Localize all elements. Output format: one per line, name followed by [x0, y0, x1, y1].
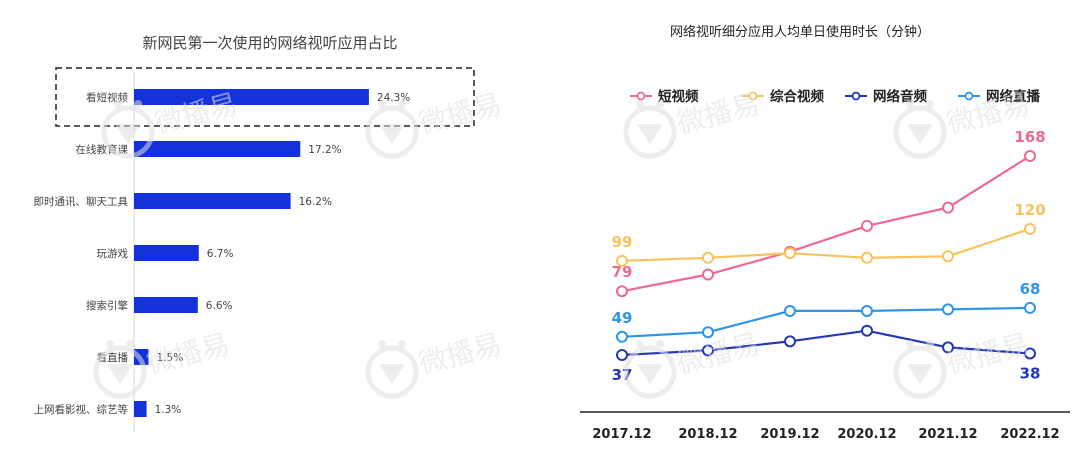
data-point — [1024, 222, 1036, 235]
data-point — [1024, 347, 1036, 360]
bar-category-label: 搜索引擎 — [86, 299, 128, 312]
bar-value-label: 1.3% — [155, 404, 182, 416]
bar-category-label: 在线教育课 — [76, 143, 129, 156]
bar — [134, 141, 301, 157]
data-point — [784, 304, 796, 317]
data-point — [942, 341, 954, 354]
data-point — [784, 247, 796, 260]
series-line — [621, 227, 1031, 262]
legend-label: 短视频 — [658, 88, 699, 105]
bar — [134, 193, 291, 209]
legend-label: 网络直播 — [986, 88, 1040, 105]
data-point — [616, 330, 628, 343]
bar-category-label: 看直播 — [97, 351, 129, 364]
bar-value-label: 1.5% — [157, 352, 184, 364]
data-point — [702, 251, 714, 264]
bar-value-label: 6.6% — [206, 300, 233, 312]
line-chart-title: 网络视听细分应用人均单日使用时长（分钟） — [670, 24, 930, 40]
bar — [134, 245, 199, 261]
legend-marker — [964, 91, 974, 101]
data-point — [861, 324, 873, 337]
data-point — [702, 268, 714, 281]
x-tick-label: 2018.12 — [678, 427, 737, 442]
bar — [134, 349, 149, 365]
data-label: 79 — [612, 263, 633, 281]
bar-category-label: 玩游戏 — [97, 247, 129, 260]
x-tick-label: 2021.12 — [918, 427, 977, 442]
line-chart-panel: 网络视听细分应用人均单日使用时长（分钟） 2017.12 2018.12 2019.1… — [560, 0, 1080, 460]
data-label: 38 — [1020, 364, 1041, 382]
bar — [134, 89, 369, 105]
data-label: 168 — [1014, 128, 1045, 146]
legend-label: 网络音频 — [873, 88, 927, 105]
legend-label: 综合视频 — [770, 88, 824, 105]
data-label: 68 — [1020, 280, 1041, 298]
data-point — [861, 251, 873, 264]
data-point — [702, 326, 714, 339]
data-point — [616, 285, 628, 298]
bar — [134, 297, 198, 313]
legend-marker — [636, 91, 646, 101]
data-point — [784, 335, 796, 348]
legend-marker — [748, 91, 758, 101]
bar-category-label: 上网看影视、综艺等 — [34, 403, 129, 416]
data-point — [1024, 301, 1036, 314]
data-point — [861, 304, 873, 317]
data-point — [942, 201, 954, 214]
data-point — [861, 219, 873, 232]
data-label: 49 — [612, 309, 633, 327]
data-point — [616, 349, 628, 361]
x-tick-label: 2019.12 — [760, 427, 819, 442]
data-point — [1024, 150, 1036, 162]
bar-category-label: 即时通讯、聊天工具 — [34, 195, 129, 208]
x-tick-label: 2017.12 — [592, 427, 651, 442]
data-label: 37 — [612, 366, 633, 384]
bar-value-label: 24.3% — [377, 92, 410, 104]
data-point — [942, 250, 954, 263]
data-label: 99 — [612, 233, 633, 251]
series-line — [621, 155, 1031, 293]
data-label: 120 — [1014, 201, 1045, 219]
x-tick-label: 2020.12 — [837, 427, 896, 442]
data-point — [616, 254, 628, 267]
bar-value-label: 16.2% — [299, 196, 332, 208]
bar-chart-panel: 新网民第一次使用的网络视听应用占比看短视频 24.3% 在线教育课 17.2% 即时通讯… — [34, 34, 475, 432]
x-tick-label: 2022.12 — [1000, 427, 1059, 442]
highlight-box — [55, 67, 475, 127]
data-point — [702, 344, 714, 357]
line-chart: 网络视听细分应用人均单日使用时长（分钟） 2017.12 2018.12 2019.1… — [580, 24, 1070, 442]
series-line — [621, 306, 1031, 338]
bar-value-label: 6.7% — [207, 248, 234, 260]
data-point — [942, 303, 954, 316]
bar-chart-title: 新网民第一次使用的网络视听应用占比 — [142, 34, 397, 52]
bar-value-label: 17.2% — [308, 144, 341, 156]
legend-marker — [851, 91, 861, 101]
bar — [134, 401, 147, 417]
series-line — [621, 329, 1031, 357]
bar-category-label: 看短视频 — [86, 91, 128, 104]
